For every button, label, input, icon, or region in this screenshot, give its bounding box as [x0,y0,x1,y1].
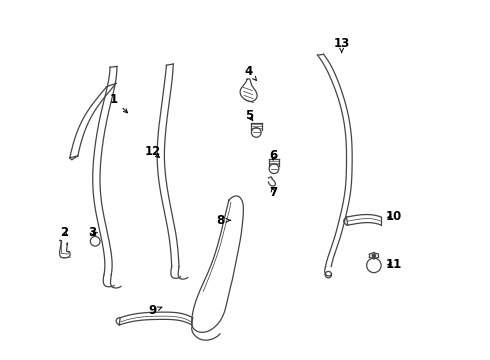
Text: 1: 1 [110,93,127,113]
Text: 4: 4 [245,65,256,81]
Text: 9: 9 [148,305,162,318]
Text: 7: 7 [269,186,277,199]
Text: 3: 3 [88,226,96,239]
Text: 6: 6 [269,149,277,162]
Text: 12: 12 [144,145,161,158]
Text: 10: 10 [386,210,402,223]
Text: 8: 8 [217,214,231,227]
Text: 13: 13 [334,37,350,53]
Text: 11: 11 [386,258,402,271]
Text: 2: 2 [60,226,68,239]
Text: 5: 5 [245,109,253,122]
Circle shape [372,254,375,257]
